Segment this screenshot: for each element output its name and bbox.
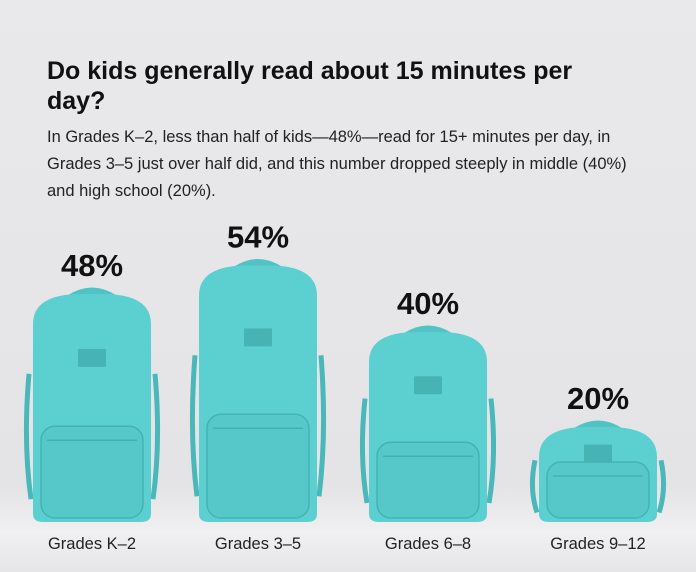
value-label: 48% xyxy=(61,248,123,283)
chart-subtitle: In Grades K–2, less than half of kids—48… xyxy=(47,128,627,200)
front-pocket xyxy=(546,461,650,519)
strap xyxy=(150,373,161,500)
chart-title: Do kids generally read about 15 minutes … xyxy=(47,57,573,115)
front-pocket xyxy=(40,425,144,519)
strap xyxy=(529,459,540,514)
strap xyxy=(359,398,370,504)
category-label: Grades 6–8 xyxy=(385,535,471,553)
strap xyxy=(189,355,200,497)
backpack xyxy=(529,420,667,522)
strap xyxy=(656,459,667,514)
strap xyxy=(486,398,497,504)
backpack xyxy=(23,287,161,522)
patch xyxy=(78,348,106,367)
strap xyxy=(23,373,34,500)
front-pocket xyxy=(376,441,480,519)
backpack xyxy=(189,259,327,522)
value-label: 54% xyxy=(227,220,289,255)
category-label: Grades 9–12 xyxy=(550,535,645,553)
patch xyxy=(244,328,272,347)
strap xyxy=(316,355,327,497)
value-label: 20% xyxy=(567,381,629,416)
value-label: 40% xyxy=(397,286,459,321)
patch xyxy=(414,376,442,395)
backpack xyxy=(359,325,497,522)
category-label: Grades K–2 xyxy=(48,535,136,553)
category-label: Grades 3–5 xyxy=(215,535,301,553)
front-pocket xyxy=(206,413,310,519)
patch xyxy=(584,444,612,463)
